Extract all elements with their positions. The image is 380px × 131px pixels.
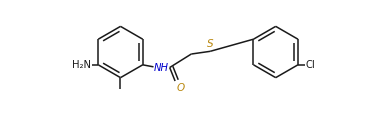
Text: H₂N: H₂N: [72, 60, 91, 70]
Text: S: S: [207, 39, 214, 49]
Text: O: O: [176, 83, 185, 93]
Text: Cl: Cl: [306, 60, 315, 70]
Text: NH: NH: [154, 62, 169, 73]
